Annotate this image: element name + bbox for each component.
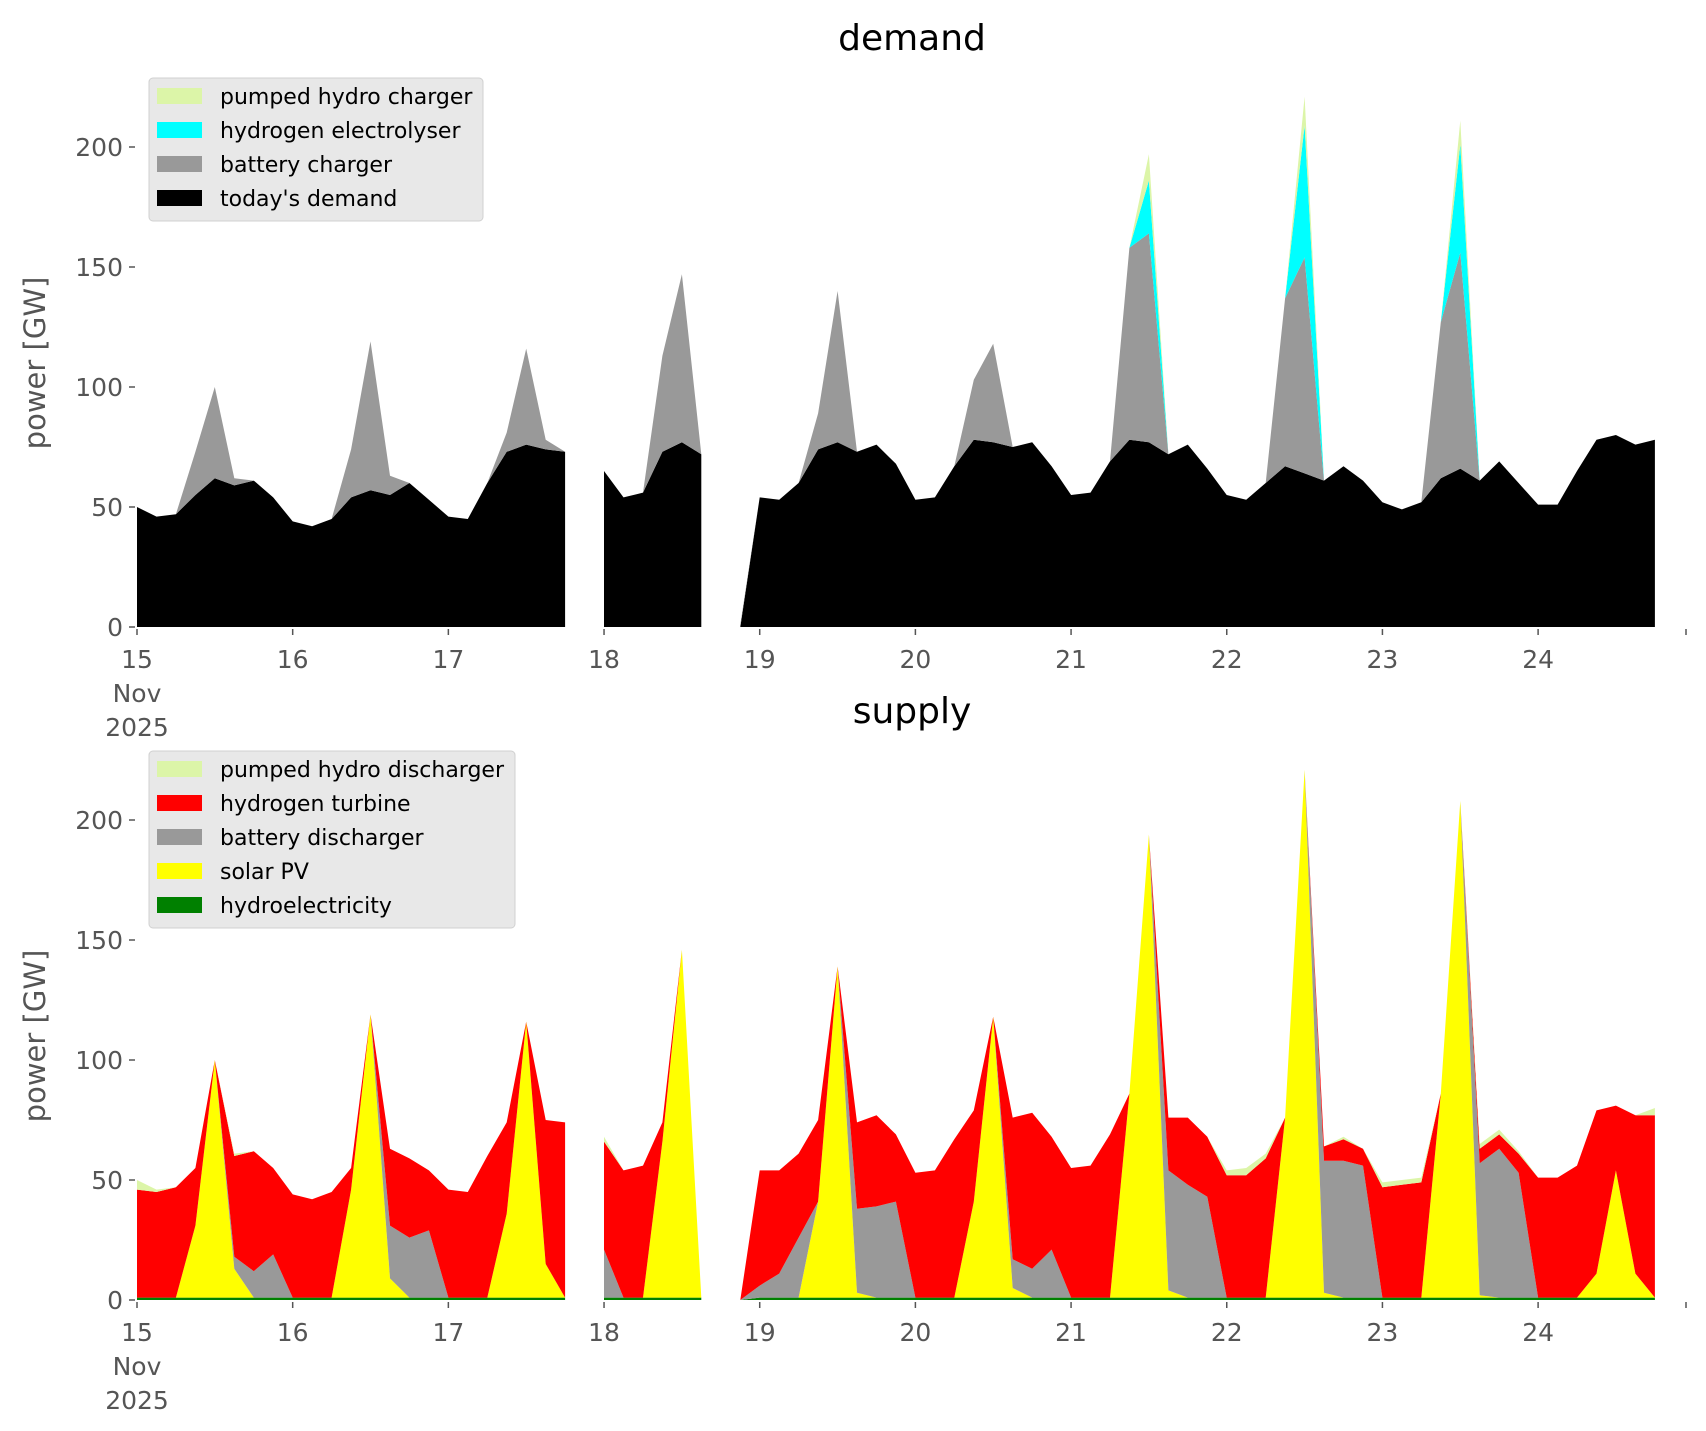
legend: pumped hydro discharger hydrogen turbine b… [148,750,516,929]
x-axis-ticks: 15 Nov 2025 16 17 18 19 20 21 22 23 24 [105,1302,1687,1415]
x-tick-label: 19 [744,1318,776,1347]
legend-box [148,750,516,929]
chart-title: supply [853,691,972,732]
legend-label: battery charger [220,153,393,178]
y-tick-label: 50 [91,1166,123,1195]
legend-swatch [157,190,202,206]
y-axis-ticks: 0 50 100 150 200 [75,133,135,642]
legend-label: hydroelectricity [220,894,392,919]
y-tick-label: 100 [75,373,123,402]
x-tick-label: 16 [277,1318,309,1347]
area-solar-pv [740,769,1655,1300]
x-tick-label: 22 [1211,645,1243,674]
area-battery-charger [740,233,1655,627]
legend-swatch [157,761,202,777]
area-hydrogen-turbine [604,949,702,1298]
chart-title: demand [838,18,986,59]
area-battery-charger [604,274,702,498]
y-axis-ticks: 0 50 100 150 200 [75,806,135,1315]
x-tick-label: 24 [1522,1318,1554,1347]
y-tick-label: 150 [75,253,123,282]
x-tick-label: 16 [277,645,309,674]
x-tick-label: 2025 [105,1386,169,1415]
legend-box [148,77,484,222]
x-tick-label: 23 [1367,1318,1399,1347]
demand-areas [137,96,1655,627]
area-hydroelectricity [137,1297,566,1300]
y-tick-label: 150 [75,926,123,955]
legend-swatch [157,897,202,913]
x-tick-label: Nov [113,679,162,708]
x-tick-label: 18 [588,645,620,674]
y-tick-label: 100 [75,1046,123,1075]
x-tick-label: 18 [588,1318,620,1347]
area-solar-pv [137,1014,566,1298]
demand-panel: demand 0 50 100 150 200 15 Nov 2025 16 17 18 19 20 2… [18,18,1687,742]
legend-label: solar PV [220,860,309,885]
x-tick-label: Nov [113,1352,162,1381]
y-tick-label: 0 [107,1286,123,1315]
x-tick-label: 23 [1367,645,1399,674]
legend-label: hydrogen electrolyser [220,119,461,144]
area-battery-charger [137,341,566,527]
area-today-s-demand [740,435,1655,627]
area-battery-discharger [740,769,1655,1300]
legend-label: pumped hydro discharger [220,758,505,783]
legend-swatch [157,156,202,172]
x-tick-label: 21 [1055,1318,1087,1347]
y-tick-label: 0 [107,613,123,642]
legend-swatch [157,88,202,104]
legend-label: pumped hydro charger [220,85,473,110]
legend-swatch [157,829,202,845]
legend-swatch [157,863,202,879]
y-tick-label: 200 [75,806,123,835]
x-tick-label: 19 [744,645,776,674]
legend: pumped hydro charger hydrogen electrolyse… [148,77,484,222]
area-hydrogen-turbine [740,769,1655,1300]
legend-label: hydrogen turbine [220,792,411,817]
x-tick-label: 17 [432,645,464,674]
y-tick-label: 200 [75,133,123,162]
area-pumped-hydro-discharger [137,1014,566,1200]
area-hydrogen-turbine [137,1014,566,1298]
area-solar-pv [604,949,702,1298]
x-tick-label: 20 [899,645,931,674]
x-axis-ticks: 15 Nov 2025 16 17 18 19 20 21 22 23 24 [105,629,1687,742]
x-tick-label: 2025 [105,713,169,742]
y-tick-label: 50 [91,493,123,522]
x-tick-label: 24 [1522,645,1554,674]
x-tick-label: 22 [1211,1318,1243,1347]
area-today-s-demand [604,442,702,627]
area-hydrogen-electrolyser [740,125,1655,625]
area-today-s-demand [137,444,566,627]
legend-label: battery discharger [220,826,425,851]
x-tick-label: 15 [121,1318,153,1347]
x-tick-label: 20 [899,1318,931,1347]
area-hydroelectricity [604,1297,702,1300]
legend-swatch [157,122,202,138]
y-axis-label: power [GW] [18,950,52,1123]
legend-label: today's demand [220,187,397,212]
y-axis-label: power [GW] [18,277,52,450]
x-tick-label: 15 [121,645,153,674]
x-tick-label: 17 [432,1318,464,1347]
area-hydroelectricity [740,1297,1655,1300]
supply-areas [137,769,1655,1300]
legend-swatch [157,795,202,811]
x-tick-label: 21 [1055,645,1087,674]
